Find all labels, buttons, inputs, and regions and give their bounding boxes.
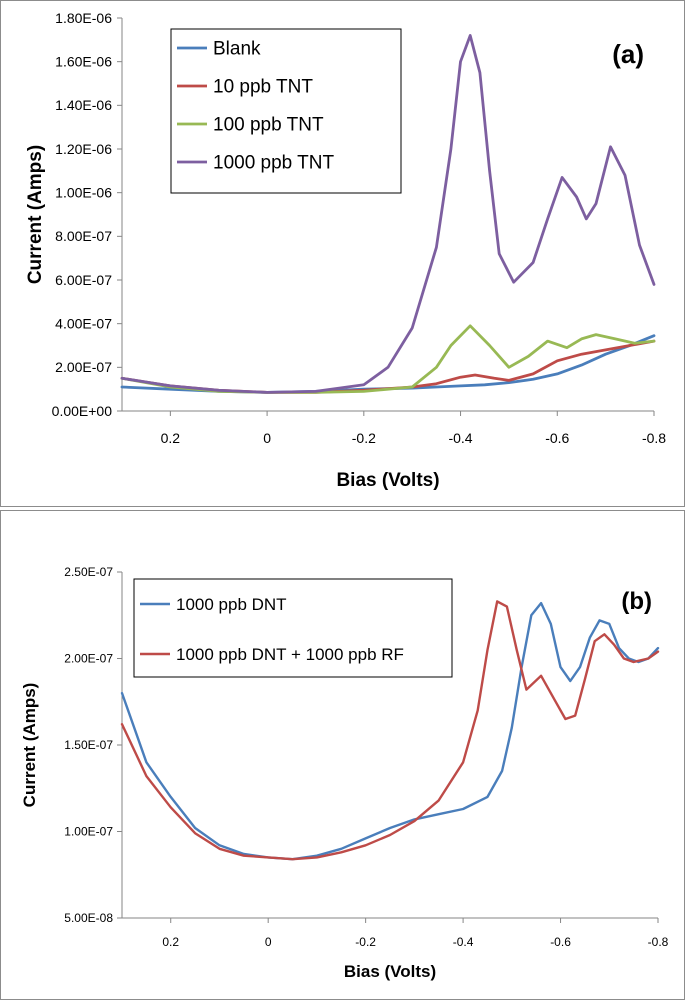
chart-b-y-axis-title: Current (Amps): [20, 683, 39, 808]
chart-a-y-axis-title: Current (Amps): [25, 145, 46, 284]
chart-a-svg: 0.00E+00 2.00E-07 4.00E-07 6.00E-07 8.00E-07…: [25, 10, 666, 491]
chart-b-legend-entry: 1000 ppb DNT + 1000 ppb RF: [176, 645, 404, 664]
chart-a-x-tick-label: 0.2: [161, 430, 181, 446]
chart-b-y-tick-label: 1.00E-07: [64, 825, 113, 839]
chart-b-y-tick-label: 2.50E-07: [64, 565, 113, 579]
chart-b-y-tick-label: 1.50E-07: [64, 738, 113, 752]
chart-b-legend-entry: 1000 ppb DNT: [176, 595, 287, 614]
chart-b-x-tick-label: -0.6: [550, 935, 571, 949]
chart-a-x-tick-label: -0.2: [352, 430, 376, 446]
chart-b-x-tick-label: -0.4: [453, 935, 474, 949]
chart-a-x-axis-title: Bias (Volts): [336, 470, 439, 491]
chart-a-series-line-3: [120, 324, 656, 394]
chart-b-x-axis-title: Bias (Volts): [344, 962, 436, 981]
chart-b-x-tick-label: -0.8: [648, 935, 669, 949]
chart-a-legend: [170, 28, 402, 194]
chart-b-svg: 5.00E-08 1.00E-07 1.50E-07 2.00E-07 2.50E-07…: [20, 565, 669, 981]
chart-a-y-tick-label: 1.80E-06: [55, 10, 112, 26]
chart-a-legend-entry: 100 ppb TNT: [213, 115, 324, 136]
chart-a-y-tick-label: 1.00E-06: [55, 185, 112, 201]
chart-a-y-tick-label: 6.00E-07: [55, 272, 112, 288]
chart-a-y-tick-label: 8.00E-07: [55, 228, 112, 244]
chart-a-x-tick-label: 0: [263, 430, 271, 446]
chart-panel-a: 0.00E+00 2.00E-07 4.00E-07 6.00E-07 8.00E-07…: [0, 0, 685, 507]
chart-a-y-tick-label: 1.20E-06: [55, 141, 112, 157]
chart-b-y-tick-label: 2.00E-07: [64, 652, 113, 666]
chart-panel-b: 5.00E-08 1.00E-07 1.50E-07 2.00E-07 2.50E-07…: [0, 510, 685, 1000]
chart-a-y-tick-label: 4.00E-07: [55, 316, 112, 332]
chart-a-legend-entry: Blank: [213, 39, 261, 60]
chart-a-x-tick-label: -0.8: [642, 430, 666, 446]
chart-b-y-tick-label: 5.00E-08: [64, 911, 113, 925]
chart-a-x-tick-label: -0.6: [545, 430, 569, 446]
chart-a-legend-entry: 1000 ppb TNT: [213, 153, 335, 174]
chart-b-x-tick-label: -0.2: [355, 935, 376, 949]
chart-a-y-tick-label: 1.40E-06: [55, 97, 112, 113]
chart-a-panel-label: (a): [612, 39, 644, 69]
chart-b-x-tick-label: 0: [265, 935, 272, 949]
chart-b-legend: [133, 578, 453, 678]
chart-a-y-tick-label: 2.00E-07: [55, 359, 112, 375]
chart-b-x-tick-label: 0.2: [162, 935, 179, 949]
chart-a-x-tick-label: -0.4: [448, 430, 472, 446]
chart-a-legend-entry: 10 ppb TNT: [213, 77, 313, 98]
chart-b-panel-label: (b): [621, 588, 652, 615]
chart-a-series-line-4: [120, 34, 656, 394]
chart-a-y-tick-label: 0.00E+00: [52, 403, 113, 419]
chart-b-series-line-2: [120, 600, 660, 861]
chart-a-y-tick-label: 1.60E-06: [55, 54, 112, 70]
